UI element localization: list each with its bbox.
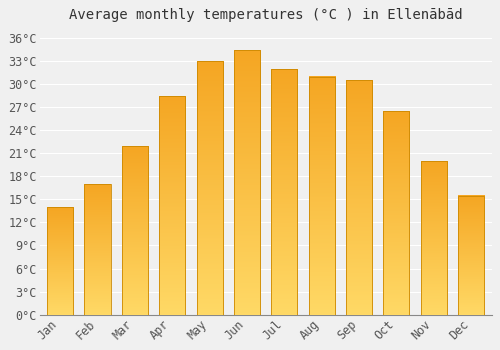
Bar: [346, 80, 372, 315]
Bar: [420, 161, 447, 315]
Bar: [384, 111, 409, 315]
Bar: [84, 184, 110, 315]
Bar: [271, 69, 297, 315]
Bar: [196, 61, 222, 315]
Bar: [47, 207, 73, 315]
Bar: [159, 96, 186, 315]
Bar: [458, 196, 484, 315]
Bar: [234, 50, 260, 315]
Title: Average monthly temperatures (°C ) in Ellenābād: Average monthly temperatures (°C ) in El…: [69, 8, 462, 22]
Bar: [308, 77, 335, 315]
Bar: [122, 146, 148, 315]
